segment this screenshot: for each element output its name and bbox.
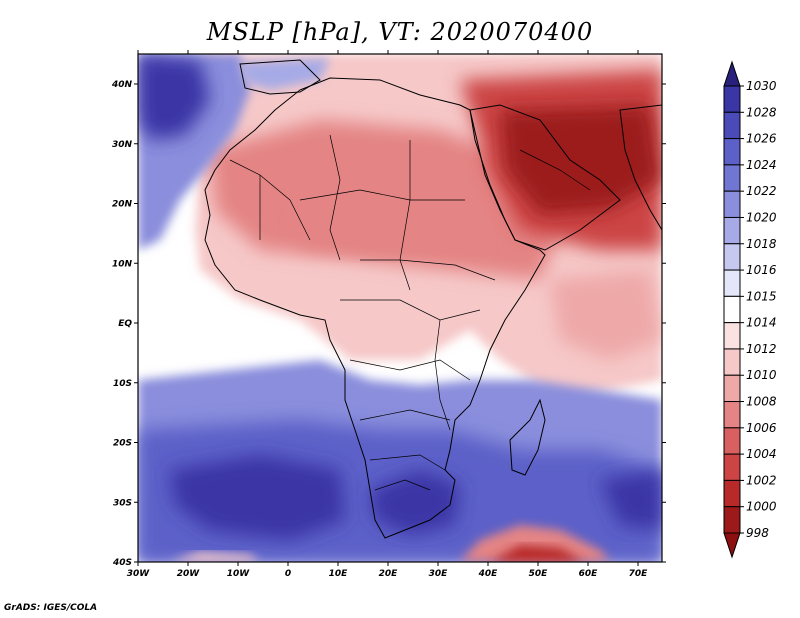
lat-label: 40S xyxy=(112,558,132,568)
colorbar-swatch xyxy=(723,269,741,297)
coastlines xyxy=(204,59,662,539)
lon-label: 40E xyxy=(478,569,499,579)
madagascar-coastline xyxy=(509,398,546,476)
colorbar-swatch xyxy=(723,138,741,166)
border-line xyxy=(374,479,431,491)
lon-label: 20W xyxy=(177,569,201,579)
colorbar-swatch xyxy=(723,85,741,113)
high-pressure-core-south-africa xyxy=(370,470,460,535)
colorbar-swatch xyxy=(723,453,741,481)
high-pressure-core-south-atlantic xyxy=(170,455,345,540)
colorbar-label: 1002 xyxy=(746,473,777,487)
colorbar-label: 1026 xyxy=(746,132,777,146)
lon-label: 60E xyxy=(579,569,599,579)
colorbar-label: 1020 xyxy=(746,210,777,224)
border-line xyxy=(349,359,471,381)
low-pressure-core-south-cut xyxy=(490,545,585,562)
lat-label: EQ xyxy=(118,319,132,329)
low-pressure-zone-indian-ocean xyxy=(550,270,662,360)
colorbar-label: 1022 xyxy=(746,184,777,198)
colorbar-swatch xyxy=(723,164,741,192)
colorbar-swatch xyxy=(723,243,741,271)
colorbar-swatch xyxy=(723,348,741,376)
border-line xyxy=(329,134,341,261)
lon-label: 70E xyxy=(629,569,649,579)
arabia-coastline xyxy=(469,104,621,251)
colorbar-swatch xyxy=(723,111,741,140)
colorbar-top-arrow xyxy=(723,60,741,87)
colorbar-swatch xyxy=(723,427,741,455)
colorbar-label: 1006 xyxy=(746,421,777,435)
border-line xyxy=(299,189,465,201)
colorbar-label: 1024 xyxy=(746,158,777,172)
longitude-axis: 30W 20W 10W 0 10E 20E 30E 40E 50E 60E 70E xyxy=(127,50,648,579)
africa-coastline xyxy=(204,77,546,539)
lat-label: 10N xyxy=(112,259,133,269)
colorbar-label: 1028 xyxy=(746,105,777,119)
lon-label: 30E xyxy=(429,569,449,579)
lat-label: 30N xyxy=(112,140,133,150)
iberia-coastline xyxy=(239,59,321,95)
india-coastline xyxy=(619,104,662,231)
border-line xyxy=(229,159,311,241)
pressure-field xyxy=(138,54,662,562)
colorbar-swatch xyxy=(723,479,741,508)
lat-label: 20S xyxy=(113,439,132,449)
colorbar: 1030 1028 1026 1024 1022 1020 1018 1016 1015 1014… xyxy=(723,60,777,559)
colorbar-swatch xyxy=(723,295,741,324)
colorbar-label: 1000 xyxy=(746,500,777,514)
colorbar-label: 1012 xyxy=(746,342,777,356)
lon-label: 10W xyxy=(227,569,251,579)
colorbar-label: 1004 xyxy=(746,447,777,461)
lon-label: 20E xyxy=(379,569,399,579)
credit-label: GrADS: IGES/COLA xyxy=(4,603,98,613)
plot-frame xyxy=(137,53,663,563)
lon-label: 0 xyxy=(285,569,291,579)
colorbar-label: 1010 xyxy=(746,368,777,382)
lat-label: 30S xyxy=(113,498,132,508)
colorbar-label: 998 xyxy=(746,526,769,540)
low-pressure-zone-sahel xyxy=(300,215,480,255)
border-line xyxy=(340,299,481,321)
lon-label: 50E xyxy=(529,569,549,579)
colorbar-swatch xyxy=(723,401,741,429)
colorbar-swatch xyxy=(723,374,741,403)
low-pressure-zone-south-cut xyxy=(460,525,610,562)
colorbar-swatch xyxy=(723,322,741,350)
latitude-axis: 40N 30N 20N 10N EQ 10S 20S 30S 40S xyxy=(111,80,666,568)
colorbar-bottom-arrow xyxy=(723,532,741,559)
lon-label: 30W xyxy=(127,569,151,579)
map-title: MSLP [hPa], VT: 2020070400 xyxy=(206,18,594,46)
colorbar-label: 1030 xyxy=(746,79,777,93)
lon-label: 10E xyxy=(329,569,349,579)
border-line xyxy=(369,454,446,471)
colorbar-label: 1016 xyxy=(746,263,777,277)
colorbar-swatch xyxy=(723,506,741,534)
border-line xyxy=(519,149,591,191)
colorbar-label: 1015 xyxy=(746,289,777,303)
low-pressure-core-arabia xyxy=(500,105,662,215)
lat-label: 20N xyxy=(112,200,133,210)
high-pressure-core-east xyxy=(600,470,662,530)
colorbar-label: 1014 xyxy=(746,316,777,330)
border-line xyxy=(434,319,451,431)
country-borders xyxy=(229,134,591,491)
high-pressure-core-north-atlantic xyxy=(138,54,210,140)
lat-label: 40N xyxy=(111,80,133,90)
border-line xyxy=(399,140,411,291)
border-line xyxy=(360,259,496,281)
low-pressure-zone-southwest xyxy=(170,552,260,562)
border-line xyxy=(359,409,451,421)
colorbar-swatch xyxy=(723,190,741,218)
colorbar-label: 1018 xyxy=(746,237,777,251)
high-pressure-zone-mediterranean xyxy=(240,58,330,90)
colorbar-label: 1008 xyxy=(746,395,777,409)
colorbar-swatch xyxy=(723,216,741,245)
lat-label: 10S xyxy=(113,379,132,389)
